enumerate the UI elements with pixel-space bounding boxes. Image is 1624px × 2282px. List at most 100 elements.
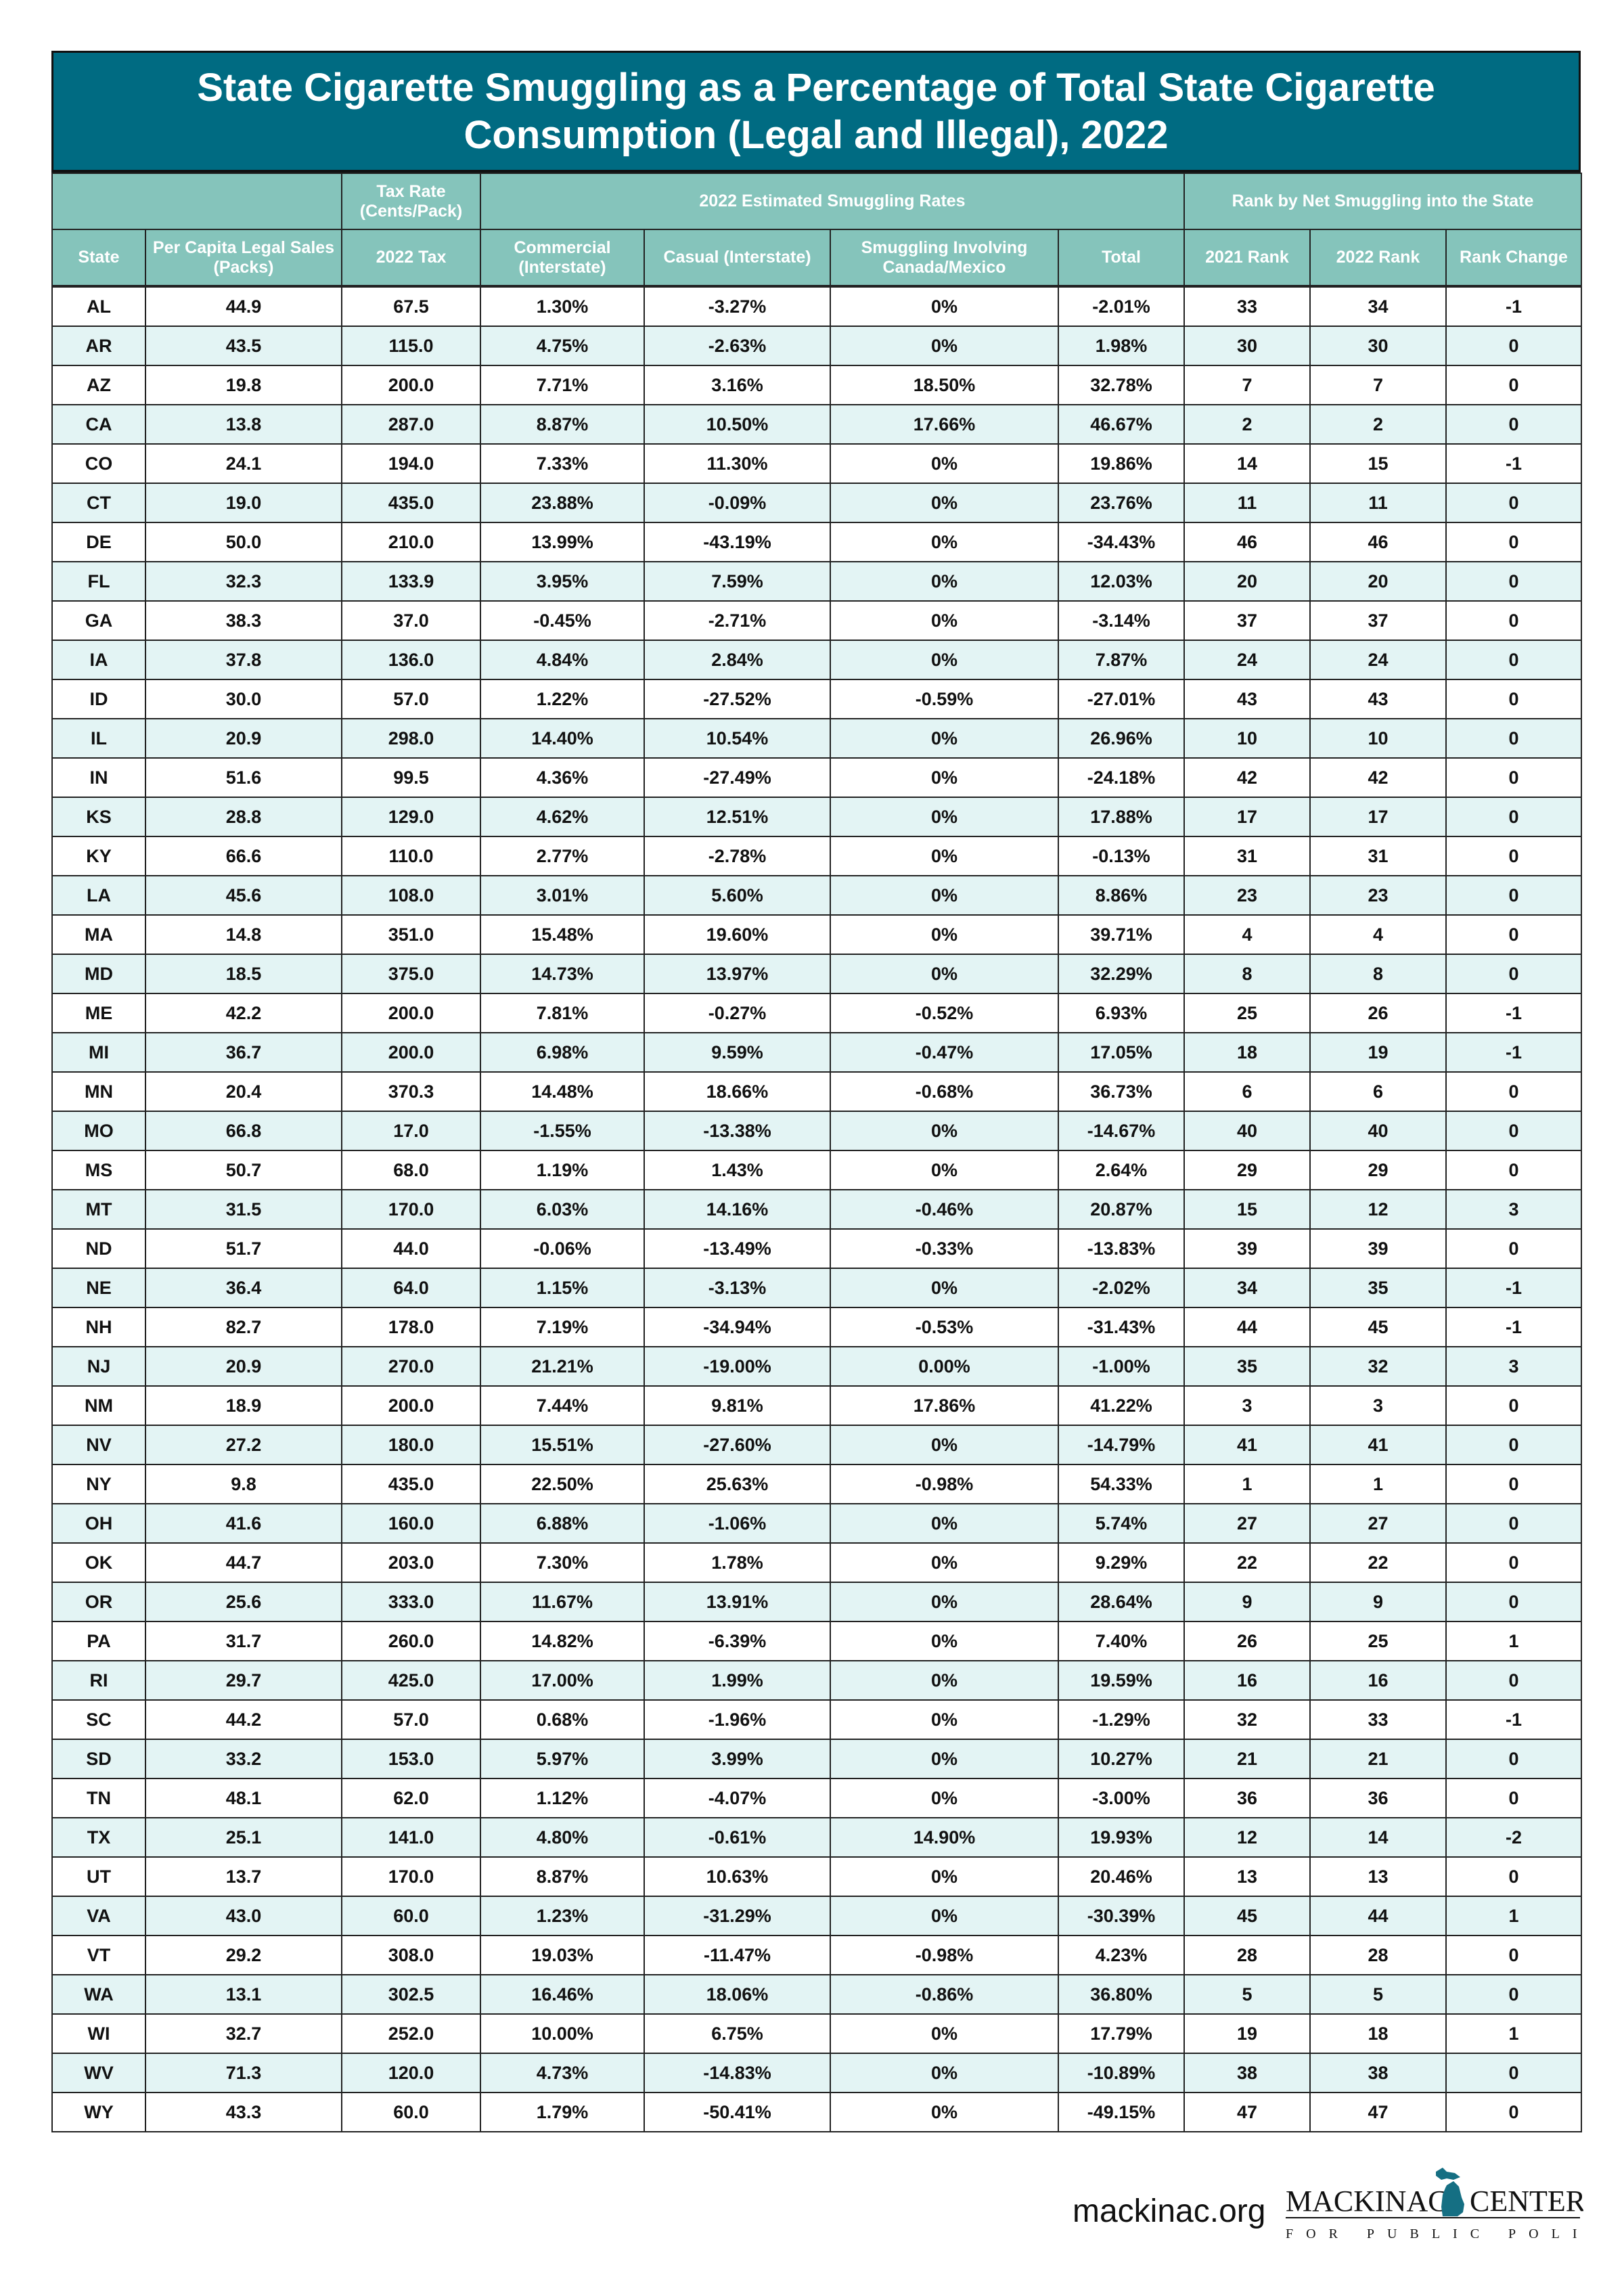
cell-per-capita-sales: 18.9 bbox=[145, 1385, 342, 1426]
cell-tax-2022: 425.0 bbox=[341, 1660, 481, 1701]
column-header-casual-interstate: Casual (Interstate) bbox=[644, 229, 831, 288]
table-row: NE 36.4 64.0 1.15% -3.13% 0% -2.02% 34 35 -1 bbox=[51, 1268, 1583, 1308]
cell-rank-2021: 16 bbox=[1183, 1660, 1311, 1701]
footer-url: mackinac.org bbox=[1073, 2193, 1266, 2229]
cell-rank-2022: 13 bbox=[1309, 1856, 1447, 1897]
cell-casual: -11.47% bbox=[644, 1935, 831, 1975]
cell-state: IN bbox=[51, 757, 146, 798]
cell-total: 26.96% bbox=[1058, 718, 1185, 759]
cell-total: -14.67% bbox=[1058, 1111, 1185, 1151]
cell-casual: 3.99% bbox=[644, 1739, 831, 1779]
cell-rank-2021: 1 bbox=[1183, 1464, 1311, 1504]
cell-rank-change: 0 bbox=[1445, 757, 1583, 798]
cell-tax-2022: 68.0 bbox=[341, 1150, 481, 1190]
cell-rank-change: 3 bbox=[1445, 1346, 1583, 1387]
cell-casual: 19.60% bbox=[644, 914, 831, 955]
michigan-icon bbox=[1436, 2168, 1464, 2216]
cell-casual: 9.81% bbox=[644, 1385, 831, 1426]
cell-rank-2022: 16 bbox=[1309, 1660, 1447, 1701]
cell-state: MS bbox=[51, 1150, 146, 1190]
cell-rank-2021: 5 bbox=[1183, 1974, 1311, 2015]
cell-total: 54.33% bbox=[1058, 1464, 1185, 1504]
table-row: SD 33.2 153.0 5.97% 3.99% 0% 10.27% 21 21 0 bbox=[51, 1739, 1583, 1779]
cell-tax-2022: 62.0 bbox=[341, 1778, 481, 1818]
table-row: WV 71.3 120.0 4.73% -14.83% 0% -10.89% 38 38 0 bbox=[51, 2053, 1583, 2093]
table-row: NV 27.2 180.0 15.51% -27.60% 0% -14.79% 41 41 0 bbox=[51, 1425, 1583, 1465]
cell-rank-change: 0 bbox=[1445, 797, 1583, 837]
cell-casual: 10.54% bbox=[644, 718, 831, 759]
cell-rank-change: 0 bbox=[1445, 1778, 1583, 1818]
cell-tax-2022: 200.0 bbox=[341, 1385, 481, 1426]
cell-rank-2022: 12 bbox=[1309, 1189, 1447, 1230]
cell-total: 19.86% bbox=[1058, 443, 1185, 484]
cell-casual: 9.59% bbox=[644, 1032, 831, 1073]
cell-per-capita-sales: 13.1 bbox=[145, 1974, 342, 2015]
cell-state: ID bbox=[51, 679, 146, 719]
table-row: SC 44.2 57.0 0.68% -1.96% 0% -1.29% 32 33 -1 bbox=[51, 1699, 1583, 1740]
table-row: FL 32.3 133.9 3.95% 7.59% 0% 12.03% 20 20 0 bbox=[51, 561, 1583, 602]
cell-casual: -19.00% bbox=[644, 1346, 831, 1387]
cell-canada-mexico: 0% bbox=[830, 2013, 1059, 2054]
cell-commercial: 4.75% bbox=[480, 326, 645, 366]
cell-commercial: 15.48% bbox=[480, 914, 645, 955]
cell-commercial: 7.71% bbox=[480, 365, 645, 405]
cell-casual: -2.63% bbox=[644, 326, 831, 366]
column-header-state: State bbox=[51, 229, 146, 288]
table-body: AL 44.9 67.5 1.30% -3.27% 0% -2.01% 33 34 -1 AR 43.… bbox=[51, 286, 1583, 2132]
cell-tax-2022: 64.0 bbox=[341, 1268, 481, 1308]
cell-rank-2022: 38 bbox=[1309, 2053, 1447, 2093]
cell-per-capita-sales: 24.1 bbox=[145, 443, 342, 484]
cell-canada-mexico: 0% bbox=[830, 875, 1059, 916]
cell-canada-mexico: -0.98% bbox=[830, 1464, 1059, 1504]
cell-per-capita-sales: 36.7 bbox=[145, 1032, 342, 1073]
cell-canada-mexico: -0.53% bbox=[830, 1307, 1059, 1347]
column-header-commercial-interstate: Commercial (Interstate) bbox=[480, 229, 645, 288]
cell-canada-mexico: 0% bbox=[830, 914, 1059, 955]
cell-casual: 12.51% bbox=[644, 797, 831, 837]
cell-rank-2021: 7 bbox=[1183, 365, 1311, 405]
cell-state: CA bbox=[51, 404, 146, 445]
cell-rank-2021: 45 bbox=[1183, 1896, 1311, 1936]
cell-rank-2022: 17 bbox=[1309, 797, 1447, 837]
cell-rank-change: 1 bbox=[1445, 1621, 1583, 1661]
cell-state: AR bbox=[51, 326, 146, 366]
cell-commercial: 7.19% bbox=[480, 1307, 645, 1347]
cell-rank-2021: 2 bbox=[1183, 404, 1311, 445]
cell-casual: -0.61% bbox=[644, 1817, 831, 1858]
table-row: MO 66.8 17.0 -1.55% -13.38% 0% -14.67% 40 40 0 bbox=[51, 1111, 1583, 1151]
cell-total: 1.98% bbox=[1058, 326, 1185, 366]
cell-commercial: 7.30% bbox=[480, 1542, 645, 1583]
cell-state: TX bbox=[51, 1817, 146, 1858]
cell-commercial: 4.73% bbox=[480, 2053, 645, 2093]
cell-tax-2022: 57.0 bbox=[341, 1699, 481, 1740]
cell-tax-2022: 351.0 bbox=[341, 914, 481, 955]
cell-commercial: 1.30% bbox=[480, 286, 645, 327]
cell-tax-2022: 200.0 bbox=[341, 365, 481, 405]
cell-rank-2021: 46 bbox=[1183, 522, 1311, 562]
cell-casual: -50.41% bbox=[644, 2092, 831, 2132]
table-row: CA 13.8 287.0 8.87% 10.50% 17.66% 46.67% 2 2 0 bbox=[51, 404, 1583, 445]
cell-commercial: 16.46% bbox=[480, 1974, 645, 2015]
cell-total: -3.00% bbox=[1058, 1778, 1185, 1818]
cell-per-capita-sales: 51.6 bbox=[145, 757, 342, 798]
cell-casual: -3.27% bbox=[644, 286, 831, 327]
cell-casual: -14.83% bbox=[644, 2053, 831, 2093]
cell-tax-2022: 141.0 bbox=[341, 1817, 481, 1858]
cell-per-capita-sales: 44.2 bbox=[145, 1699, 342, 1740]
cell-per-capita-sales: 51.7 bbox=[145, 1228, 342, 1269]
cell-rank-2021: 33 bbox=[1183, 286, 1311, 327]
cell-commercial: 14.40% bbox=[480, 718, 645, 759]
table-row: KY 66.6 110.0 2.77% -2.78% 0% -0.13% 31 31 0 bbox=[51, 836, 1583, 876]
cell-canada-mexico: 17.86% bbox=[830, 1385, 1059, 1426]
cell-rank-2021: 30 bbox=[1183, 326, 1311, 366]
cell-per-capita-sales: 32.7 bbox=[145, 2013, 342, 2054]
table-row: MI 36.7 200.0 6.98% 9.59% -0.47% 17.05% 18 19 -1 bbox=[51, 1032, 1583, 1073]
cell-commercial: -0.06% bbox=[480, 1228, 645, 1269]
cell-canada-mexico: 18.50% bbox=[830, 365, 1059, 405]
cell-canada-mexico: 0% bbox=[830, 1582, 1059, 1622]
mackinac-center-logo-graphic: MACKINAC CENTER FOR PUBLIC POLICY bbox=[1286, 2168, 1621, 2241]
cell-state: OH bbox=[51, 1503, 146, 1544]
cell-state: ME bbox=[51, 993, 146, 1033]
cell-rank-2022: 34 bbox=[1309, 286, 1447, 327]
cell-casual: -27.52% bbox=[644, 679, 831, 719]
